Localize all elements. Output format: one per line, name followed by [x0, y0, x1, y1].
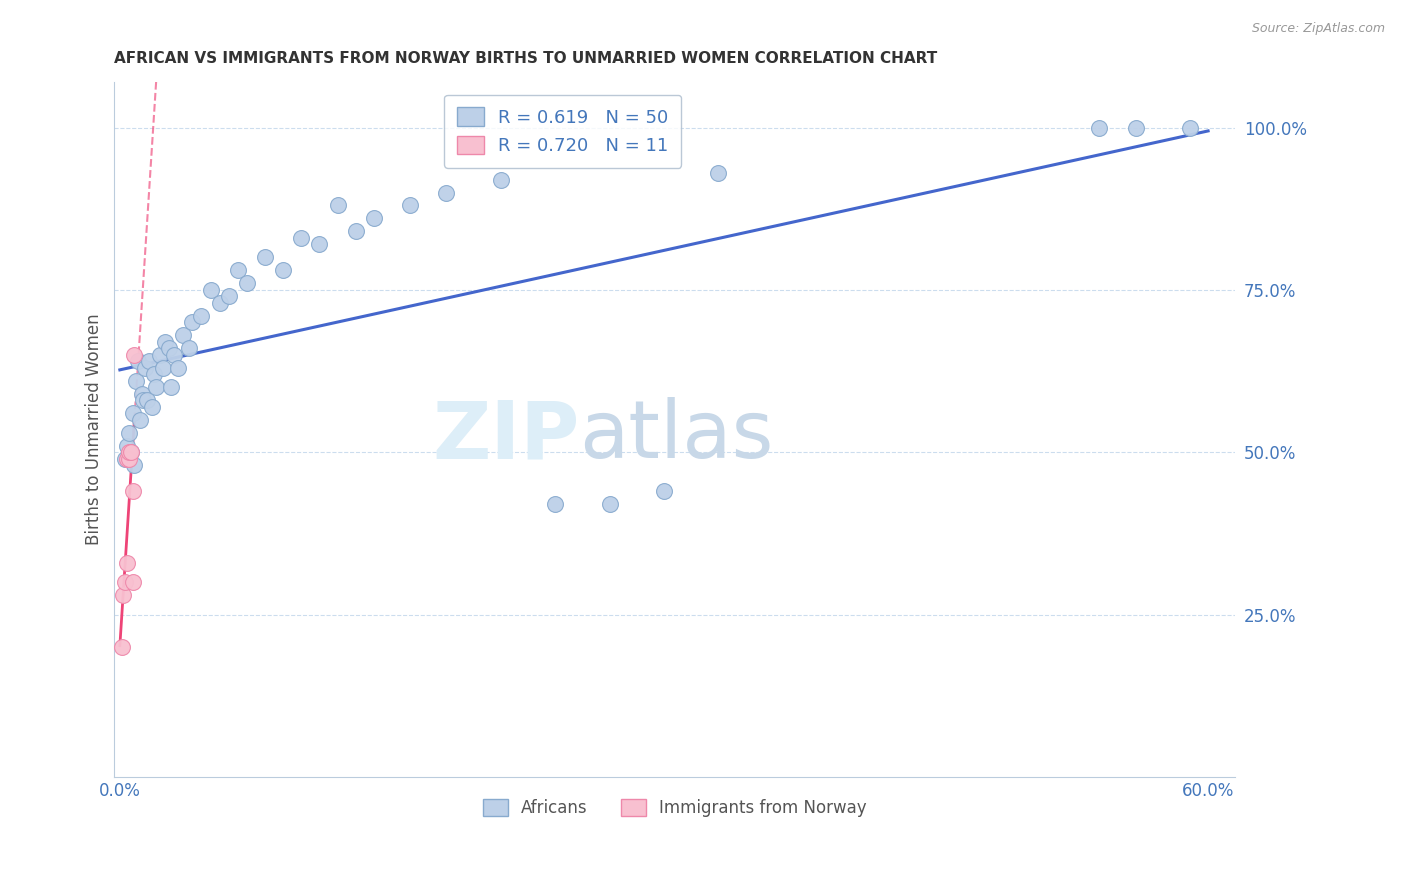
Point [134, 360, 156, 375]
Point [125, 374, 148, 388]
Point [118, 445, 141, 459]
Point [121, 484, 143, 499]
Point [115, 451, 138, 466]
Point [599, 497, 621, 511]
Legend: Africans, Immigrants from Norway: Africans, Immigrants from Norway [477, 793, 873, 824]
Point [1125, 120, 1147, 135]
Point [136, 393, 159, 408]
Point [132, 393, 155, 408]
Text: Source: ZipAtlas.com: Source: ZipAtlas.com [1251, 22, 1385, 36]
Point [253, 251, 276, 265]
Point [167, 360, 190, 375]
Point [121, 406, 143, 420]
Point [120, 445, 142, 459]
Point [138, 354, 160, 368]
Point [131, 386, 153, 401]
Text: ZIP: ZIP [432, 398, 579, 475]
Point [157, 342, 180, 356]
Point [1178, 120, 1201, 135]
Point [544, 497, 567, 511]
Point [208, 296, 231, 310]
Point [124, 348, 146, 362]
Point [1088, 120, 1111, 135]
Point [271, 263, 294, 277]
Point [190, 309, 212, 323]
Point [145, 380, 167, 394]
Point [489, 172, 512, 186]
Point [153, 334, 176, 349]
Point [159, 380, 181, 394]
Point [363, 211, 385, 226]
Point [128, 413, 150, 427]
Point [121, 575, 143, 590]
Point [344, 224, 367, 238]
Point [143, 368, 166, 382]
Point [326, 198, 349, 212]
Point [652, 484, 675, 499]
Y-axis label: Births to Unmarried Women: Births to Unmarried Women [86, 314, 103, 545]
Text: atlas: atlas [579, 398, 773, 475]
Point [236, 277, 259, 291]
Point [120, 445, 142, 459]
Point [112, 588, 135, 602]
Point [290, 231, 312, 245]
Point [115, 556, 138, 570]
Point [399, 198, 422, 212]
Point [218, 289, 240, 303]
Point [149, 348, 172, 362]
Point [707, 166, 730, 180]
Point [111, 640, 134, 654]
Point [308, 237, 330, 252]
Point [118, 451, 141, 466]
Point [115, 439, 138, 453]
Point [127, 354, 149, 368]
Point [124, 458, 146, 473]
Text: AFRICAN VS IMMIGRANTS FROM NORWAY BIRTHS TO UNMARRIED WOMEN CORRELATION CHART: AFRICAN VS IMMIGRANTS FROM NORWAY BIRTHS… [114, 51, 938, 66]
Point [434, 186, 457, 200]
Point [181, 315, 204, 329]
Point [118, 425, 141, 440]
Point [114, 451, 136, 466]
Point [200, 283, 222, 297]
Point [163, 348, 186, 362]
Point [141, 400, 163, 414]
Point [114, 575, 136, 590]
Point [172, 328, 194, 343]
Point [177, 342, 200, 356]
Point [152, 360, 174, 375]
Point [226, 263, 249, 277]
